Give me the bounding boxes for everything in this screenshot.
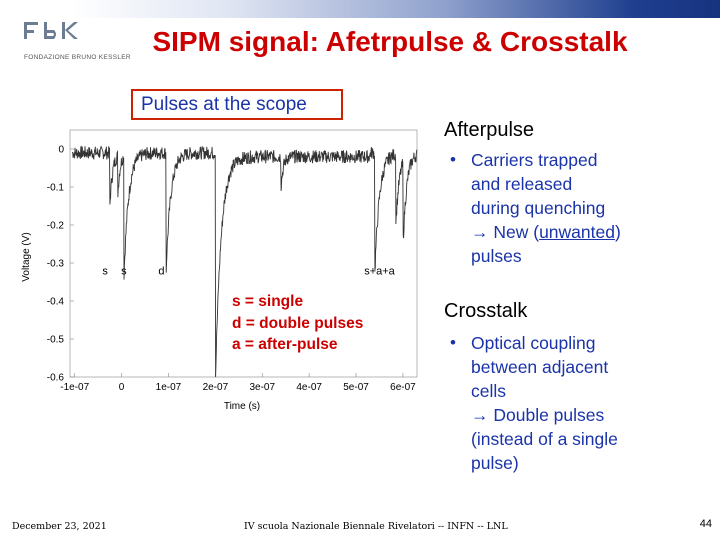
plot-border — [69, 129, 418, 378]
crosstalk-double: Double pulses — [488, 405, 605, 425]
logo-wordmark: FONDAZIONE BRUNO KESSLER — [24, 54, 131, 61]
legend-single: s = single — [232, 293, 304, 310]
crosstalk-line: pulse) — [471, 453, 519, 473]
footer-event: IV scuola Nazionale Biennale Rivelatori … — [244, 521, 508, 532]
legend-afterpulse: a = after-pulse — [232, 336, 338, 353]
pulse-annotations: s s d s+a+a — [102, 265, 395, 277]
footer-date: December 23, 2021 — [12, 521, 107, 532]
crosstalk-text: Optical coupling between adjacent cells … — [471, 331, 711, 475]
pulse-annotation: s — [102, 265, 108, 277]
crosstalk-heading: Crosstalk — [444, 300, 528, 322]
x-axis-label: Time (s) — [224, 401, 260, 412]
x-tick-label: 3e-07 — [249, 382, 275, 393]
page-number: 44 — [699, 518, 712, 530]
crosstalk-line: → Double pulses — [471, 403, 711, 427]
afterpulse-bullet: • — [450, 150, 456, 169]
afterpulse-line: during quenching — [471, 198, 606, 218]
slide-title: SIPM signal: Afetrpulse & Crosstalk — [152, 26, 628, 57]
voltage-trace — [71, 145, 418, 378]
plot-legend: s = single d = double pulses a = after-p… — [232, 291, 363, 356]
header: FONDAZIONE BRUNO KESSLER SIPM signal: Af… — [0, 0, 720, 70]
y-axis-label: Voltage (V) — [21, 232, 32, 281]
fbk-logo — [24, 22, 78, 39]
afterpulse-unwanted: unwanted — [539, 222, 615, 242]
x-tick-label: 1e-07 — [156, 382, 182, 393]
x-tick-label: -1e-07 — [60, 382, 89, 393]
afterpulse-line: pulses — [471, 246, 522, 266]
scope-trace-plot: 0 -0.1 -0.2 -0.3 -0.4 -0.5 -0.6-1e-07 0 1e-07 2e-… — [21, 129, 418, 412]
crosstalk-line: Optical coupling — [471, 333, 596, 353]
x-tick-label: 6e-07 — [390, 382, 416, 393]
arrow-icon: → — [471, 222, 489, 242]
afterpulse-line: → New (unwanted) — [471, 220, 711, 244]
afterpulse-heading: Afterpulse — [444, 119, 535, 141]
x-tick-label: 4e-07 — [296, 382, 322, 393]
header-gradient-bar — [0, 0, 720, 18]
y-tick-label: 0 — [58, 145, 64, 156]
afterpulse-line: and released — [471, 174, 573, 194]
y-tick-label: -0.4 — [47, 297, 65, 308]
afterpulse-paren: ) — [614, 222, 621, 242]
x-tick-label: 5e-07 — [343, 382, 369, 393]
crosstalk-bullet: • — [450, 333, 456, 352]
crosstalk-line: between adjacent — [471, 357, 609, 377]
pulse-annotation: d — [158, 265, 164, 277]
y-tick-label: -0.2 — [47, 221, 65, 232]
afterpulse-text: Carriers trapped and released during que… — [471, 148, 711, 268]
y-tick-label: -0.1 — [47, 183, 65, 194]
arrow-icon: → — [471, 405, 489, 425]
pulse-annotation: s — [121, 265, 127, 277]
crosstalk-line: (instead of a single — [471, 429, 618, 449]
y-tick-label: -0.6 — [47, 373, 65, 384]
plot-frame — [69, 129, 418, 378]
y-tick-label: -0.3 — [47, 259, 65, 270]
scope-label-box: Pulses at the scope — [131, 89, 343, 120]
x-tick-label: 0 — [119, 382, 125, 393]
afterpulse-new: New ( — [488, 222, 540, 242]
x-tick-label: 2e-07 — [203, 382, 229, 393]
plot-ticks: 0 -0.1 -0.2 -0.3 -0.4 -0.5 -0.6-1e-07 0 1e-07 2e-… — [47, 145, 416, 394]
pulse-annotation: s+a+a — [364, 265, 395, 277]
y-tick-label: -0.5 — [47, 335, 65, 346]
afterpulse-line: Carriers trapped — [471, 150, 598, 170]
legend-double: d = double pulses — [232, 314, 364, 332]
crosstalk-line: cells — [471, 381, 507, 401]
